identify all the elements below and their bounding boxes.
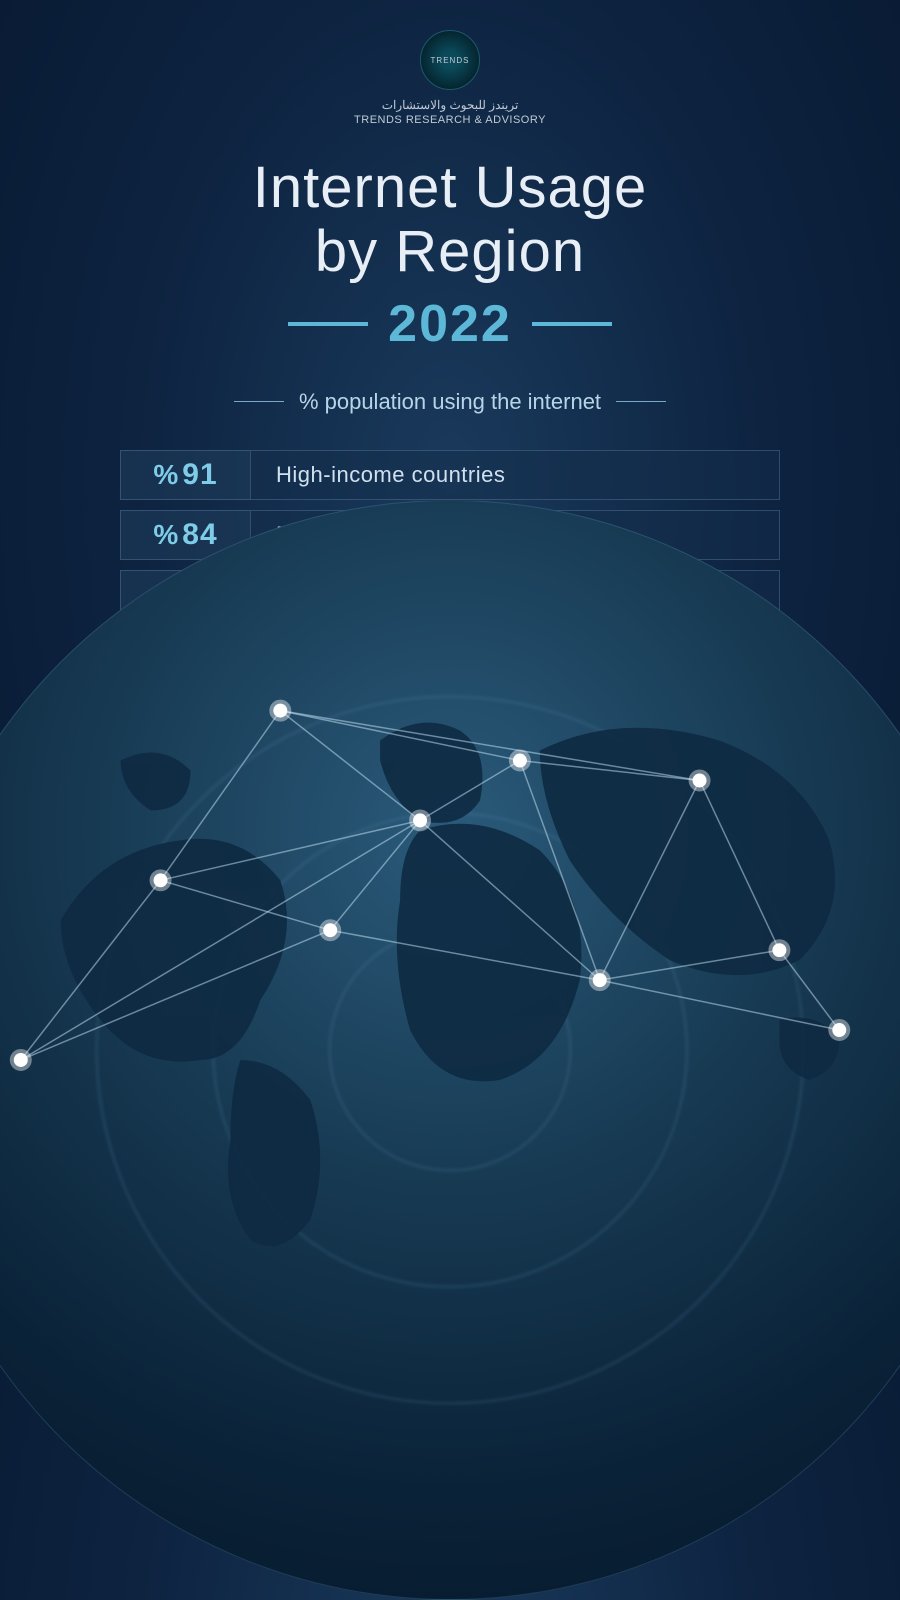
subtitle-row: % population using the internet — [0, 389, 900, 415]
logo-english: TRENDS RESEARCH & ADVISORY — [0, 114, 900, 126]
percent-value: 91 — [182, 458, 217, 492]
percent-symbol: % — [153, 459, 178, 491]
year-value: 2022 — [388, 294, 512, 354]
year-line-left — [288, 322, 368, 326]
logo-brand: TRENDS — [431, 56, 470, 65]
continents-icon — [0, 501, 900, 1599]
title-line-1: Internet Usage — [253, 155, 647, 220]
globe-graphic — [0, 500, 900, 1600]
region-label: High-income countries — [250, 450, 780, 500]
subtitle-line-left — [234, 401, 284, 402]
subtitle-text: % population using the internet — [299, 389, 601, 415]
main-title: Internet Usage by Region — [0, 156, 900, 284]
subtitle-line-right — [616, 401, 666, 402]
data-row: %91High-income countries — [120, 450, 780, 500]
logo-arabic: تريندز للبحوث والاستشارات — [0, 98, 900, 112]
year-line-right — [532, 322, 612, 326]
percent-box: %91 — [120, 450, 250, 500]
logo-block: TRENDS تريندز للبحوث والاستشارات TRENDS … — [0, 0, 900, 126]
logo-circle-icon: TRENDS — [420, 30, 480, 90]
year-row: 2022 — [0, 294, 900, 354]
title-line-2: by Region — [315, 219, 585, 284]
